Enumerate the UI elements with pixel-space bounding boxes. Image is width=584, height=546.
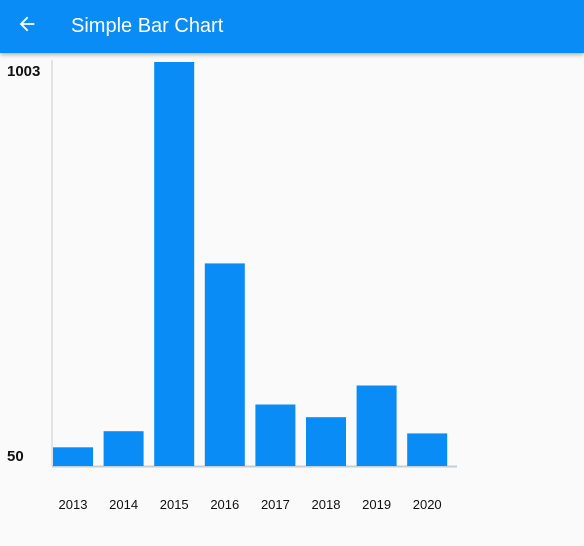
bar-2015 (154, 62, 195, 466)
bar-2020 (407, 433, 448, 466)
app-bar: Simple Bar Chart (0, 0, 584, 53)
bar-2019 (356, 385, 397, 466)
bar-2016 (204, 263, 245, 466)
bar-2018 (306, 417, 346, 466)
x-tick-label-2018: 2018 (312, 497, 341, 512)
x-tick-label-2017: 2017 (261, 497, 290, 512)
x-tick-label-2019: 2019 (362, 497, 391, 512)
x-tick-label-2013: 2013 (59, 497, 88, 512)
x-tick-label-2015: 2015 (160, 497, 189, 512)
x-tick-label-2016: 2016 (210, 497, 239, 512)
x-tick-labels: 2013 2014 2015 2016 2017 2018 2019 2020 (59, 497, 442, 512)
back-button[interactable] (8, 7, 46, 45)
x-tick-label-2020: 2020 (413, 497, 442, 512)
y-tick-label-max: 1003 (7, 63, 40, 80)
arrow-back-icon (16, 13, 38, 40)
bar-2013 (53, 447, 93, 466)
x-tick-label-2014: 2014 (109, 497, 138, 512)
page-title: Simple Bar Chart (71, 15, 224, 37)
bar-2014 (103, 431, 144, 466)
bars-group (53, 62, 448, 466)
y-tick-label-min: 50 (7, 448, 24, 465)
bar-2017 (255, 404, 296, 466)
